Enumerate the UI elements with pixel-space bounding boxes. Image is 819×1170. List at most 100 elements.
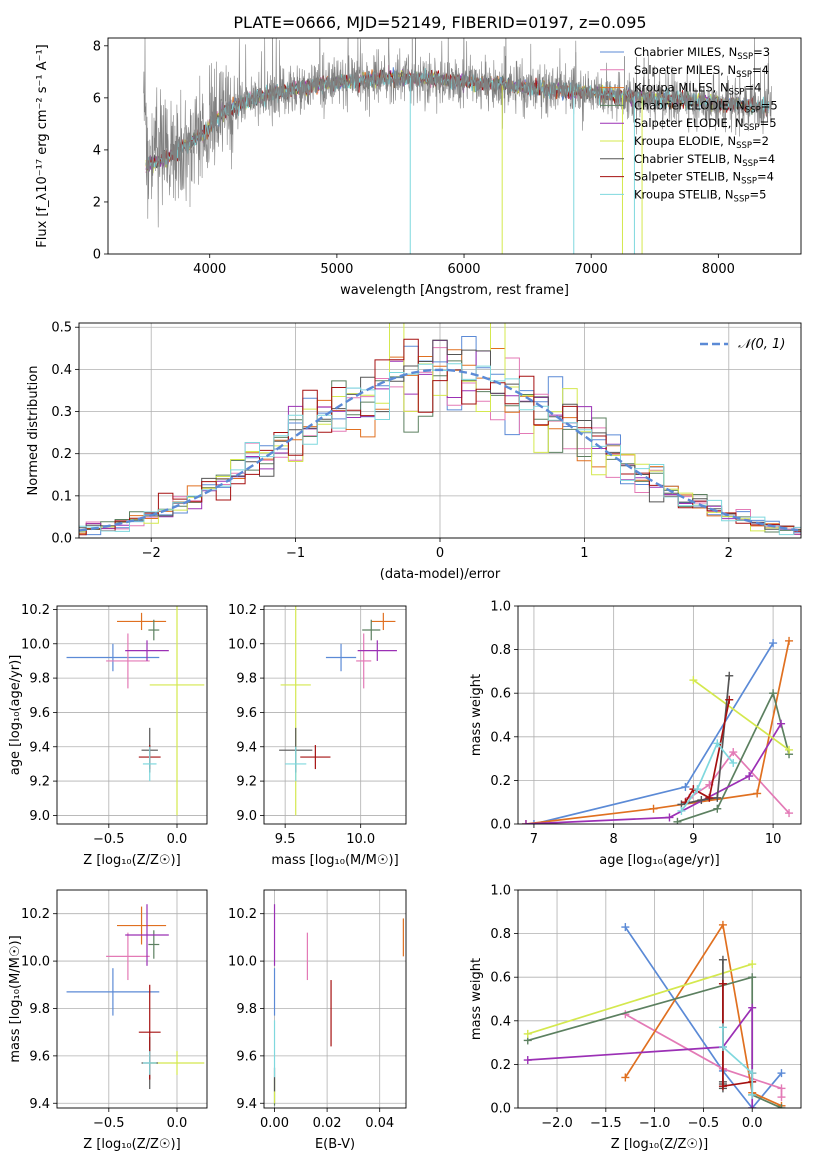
x-tick-label: 0.02 (313, 1116, 342, 1131)
gridlines (264, 890, 406, 1108)
y-tick-label: 0.2 (51, 447, 72, 462)
y-tick-label: 10.0 (228, 955, 257, 970)
x-tick-label: −2 (142, 546, 161, 561)
y-axis-label: mass weight (469, 958, 484, 1040)
x-tick-label: −0.5 (93, 1116, 125, 1131)
errorbar-point (149, 606, 205, 816)
x-tick-label: 0.00 (260, 1116, 289, 1131)
x-axis-label: Z [log₁₀(Z/Z☉)] (611, 1137, 708, 1152)
residual-histogram-3 (79, 360, 801, 533)
gridlines (57, 606, 207, 824)
legend-entry: Salpeter STELIB, NSSP=4 (634, 170, 774, 187)
y-tick-label: 9.8 (236, 672, 257, 687)
errorbar-point (106, 932, 150, 981)
x-tick-label: 9.5 (275, 832, 296, 847)
y-axis-label: mass [log₁₀(M/M☉)] (8, 935, 23, 1062)
axes-frame (517, 889, 802, 1109)
errorbar-point (300, 745, 331, 770)
y-tick-label: 1.0 (490, 600, 511, 615)
plus-marker (681, 782, 690, 791)
plus-marker (718, 1042, 727, 1051)
x-tick-label: 7000 (575, 262, 608, 277)
plus-marker (523, 1029, 532, 1038)
y-tick-label: 0.4 (490, 730, 511, 745)
weight-series-8 (722, 1027, 754, 1095)
plus-marker (697, 796, 706, 805)
legend-label: Salpeter ELODIE, N (634, 116, 744, 130)
weight-series-8 (680, 741, 734, 812)
y-tick-label: 10.2 (228, 907, 257, 922)
errorbar-point (66, 643, 160, 672)
plus-marker (523, 1056, 532, 1065)
axes-frame (263, 889, 407, 1109)
legend-suffix: =5 (761, 98, 778, 112)
x-tick-label: 10 (765, 832, 782, 847)
y-tick-label: 9.6 (236, 706, 257, 721)
x-tick-label: 0.0 (167, 832, 188, 847)
y-tick-label: 0.4 (490, 1014, 511, 1029)
errorbar-point (142, 746, 157, 782)
errorbar-point (285, 746, 307, 782)
gridlines (518, 605, 801, 825)
gridlines (518, 889, 801, 1109)
plus-marker (729, 758, 738, 767)
plus-marker (748, 1003, 757, 1012)
plus-marker (705, 793, 714, 802)
plus-marker (718, 1082, 727, 1091)
legend-sub: SSP (734, 194, 750, 204)
x-tick-label: 8000 (702, 262, 735, 277)
y-tick-label: 0.3 (51, 405, 72, 420)
y-tick-label: 9.2 (236, 775, 257, 790)
legend-suffix: =5 (749, 187, 766, 201)
plot-area (66, 606, 205, 816)
gridlines (264, 606, 406, 824)
errorbar-point (356, 633, 372, 689)
y-axis-label: age [log₁₀(age/yr)] (8, 655, 23, 776)
panel-age_vs_Z: −0.5 0.0 9.0 9.2 9.4 9.6 9.8 10.0 10.2 Z [log₁₀(Z… (8, 603, 208, 868)
legend-sub: SSP (742, 159, 758, 169)
y-tick-label: 9.4 (236, 1097, 257, 1112)
weight-series-5 (527, 963, 753, 1035)
y-tick-label: 10.2 (21, 907, 50, 922)
plus-marker (693, 785, 702, 794)
legend-label: Kroupa ELODIE, N (634, 134, 736, 148)
plus-marker (725, 695, 734, 704)
errorbar-point (66, 968, 160, 1016)
axes-frame (107, 37, 802, 255)
plus-marker (777, 1084, 786, 1093)
plus-marker (777, 719, 786, 728)
legend-label: Salpeter STELIB, N (634, 170, 741, 184)
plus-marker (729, 748, 738, 757)
observed-spectrum (143, 38, 772, 228)
y-tick-label: 9.8 (236, 1002, 257, 1017)
plot-area (279, 606, 397, 816)
plus-marker (689, 676, 698, 685)
y-tick-label: 10.0 (21, 955, 50, 970)
panel-weight_vs_Z: −2.0 −1.5 −1.0 −0.5 0.0 0.0 0.2 0.4 0.6 0.8 1.0 Z [… (469, 884, 802, 1152)
x-tick-label: 0.04 (365, 1116, 394, 1131)
x-tick-label: 0 (436, 546, 444, 561)
y-tick-label: 0.2 (490, 1058, 511, 1073)
x-tick-label: 9 (689, 832, 697, 847)
weight-series-1 (688, 750, 790, 814)
legend-sub: SSP (737, 52, 753, 62)
x-axis-label: wavelength [Angstrom, rest frame] (340, 283, 569, 298)
y-tick-label: 10.0 (228, 637, 257, 652)
y-tick-label: 9.4 (29, 1097, 50, 1112)
y-tick-label: 0.0 (51, 532, 72, 547)
y-tick-label: 9.8 (29, 672, 50, 687)
x-tick-label: 8 (610, 832, 618, 847)
gridlines (57, 890, 207, 1108)
x-tick-label: 0.0 (742, 1116, 763, 1131)
y-tick-label: 9.0 (29, 809, 50, 824)
legend-suffix: =2 (752, 134, 769, 148)
plus-marker (673, 817, 682, 824)
x-tick-label: −2.0 (541, 1116, 573, 1131)
x-tick-label: 4000 (193, 262, 226, 277)
panel-mass_vs_ebv: 0.00 0.02 0.04 9.4 9.6 9.8 10.0 10.2 E(B-V) (228, 889, 407, 1152)
x-tick-label: 0.0 (167, 1116, 188, 1131)
y-tick-label: 9.6 (29, 706, 50, 721)
plus-marker (713, 804, 722, 813)
